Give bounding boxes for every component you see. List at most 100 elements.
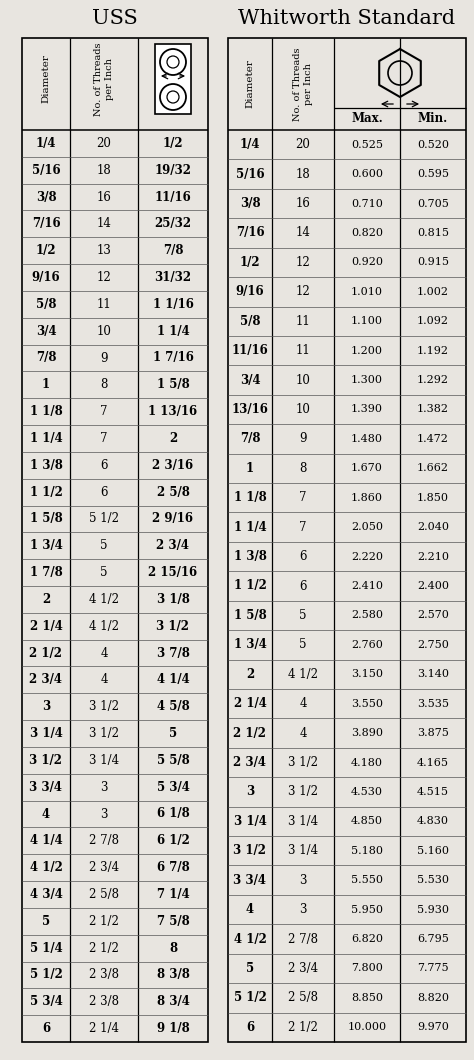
Text: 1: 1 xyxy=(246,462,254,475)
Text: 1.192: 1.192 xyxy=(417,346,449,356)
Text: 1 5/8: 1 5/8 xyxy=(156,378,190,391)
Text: 0.520: 0.520 xyxy=(417,140,449,149)
Bar xyxy=(228,38,466,1042)
Text: 3 1/4: 3 1/4 xyxy=(234,815,266,828)
Text: 3: 3 xyxy=(42,701,50,713)
Text: 3 1/4: 3 1/4 xyxy=(288,815,318,828)
Text: 1 5/8: 1 5/8 xyxy=(234,608,266,622)
Text: 8.820: 8.820 xyxy=(417,993,449,1003)
Text: 9/16: 9/16 xyxy=(236,285,264,298)
Text: 1/2: 1/2 xyxy=(36,244,56,258)
Text: 2 3/8: 2 3/8 xyxy=(89,995,119,1008)
Text: 1.390: 1.390 xyxy=(351,405,383,414)
Text: 7: 7 xyxy=(299,520,307,533)
Text: 7.775: 7.775 xyxy=(417,964,449,973)
Text: 12: 12 xyxy=(97,271,111,284)
Text: 5 1/2: 5 1/2 xyxy=(234,991,266,1005)
Text: 2 7/8: 2 7/8 xyxy=(89,834,119,847)
Text: 7.800: 7.800 xyxy=(351,964,383,973)
Text: 5.160: 5.160 xyxy=(417,846,449,855)
Text: 4: 4 xyxy=(246,903,254,916)
Text: 6 1/8: 6 1/8 xyxy=(156,808,190,820)
Text: Max.: Max. xyxy=(351,112,383,125)
Text: 1 3/8: 1 3/8 xyxy=(234,550,266,563)
Text: 2.750: 2.750 xyxy=(417,640,449,650)
Text: 6: 6 xyxy=(246,1021,254,1034)
Text: 8.850: 8.850 xyxy=(351,993,383,1003)
Text: 3 1/8: 3 1/8 xyxy=(156,593,190,606)
Text: 2 3/16: 2 3/16 xyxy=(153,459,193,472)
Text: 3 1/2: 3 1/2 xyxy=(234,844,266,858)
Text: 6: 6 xyxy=(100,485,108,498)
Text: 2: 2 xyxy=(246,668,254,681)
Text: 2 3/4: 2 3/4 xyxy=(156,540,190,552)
Text: 3/8: 3/8 xyxy=(36,191,56,204)
Text: 13: 13 xyxy=(97,244,111,258)
Text: 11: 11 xyxy=(296,315,310,328)
Text: 8: 8 xyxy=(299,462,307,475)
Text: 20: 20 xyxy=(296,138,310,152)
Text: 4 1/2: 4 1/2 xyxy=(29,861,63,874)
Text: 5: 5 xyxy=(100,566,108,579)
Text: 4.180: 4.180 xyxy=(351,758,383,767)
Text: 3 1/2: 3 1/2 xyxy=(89,727,119,740)
Text: No. of Threads
per Inch: No. of Threads per Inch xyxy=(94,42,114,116)
Text: 3: 3 xyxy=(100,808,108,820)
Text: 4.530: 4.530 xyxy=(351,787,383,797)
Text: 5 3/4: 5 3/4 xyxy=(29,995,63,1008)
Text: 3 1/2: 3 1/2 xyxy=(29,754,63,766)
Text: 2 1/4: 2 1/4 xyxy=(234,697,266,710)
Text: 2 5/8: 2 5/8 xyxy=(288,991,318,1005)
Text: 4 1/4: 4 1/4 xyxy=(29,834,63,847)
Text: 5 1/2: 5 1/2 xyxy=(89,512,119,526)
Text: 4: 4 xyxy=(100,673,108,687)
Text: 6: 6 xyxy=(299,580,307,593)
Text: 5.930: 5.930 xyxy=(417,904,449,915)
Text: 5.950: 5.950 xyxy=(351,904,383,915)
Text: 8: 8 xyxy=(100,378,108,391)
Text: 1/2: 1/2 xyxy=(163,137,183,149)
Text: 1 1/2: 1 1/2 xyxy=(234,580,266,593)
Text: 1.850: 1.850 xyxy=(417,493,449,502)
Text: 1 5/8: 1 5/8 xyxy=(29,512,63,526)
Text: 2 5/8: 2 5/8 xyxy=(89,888,119,901)
Text: 10: 10 xyxy=(97,324,111,338)
Text: 1: 1 xyxy=(42,378,50,391)
Text: 2.760: 2.760 xyxy=(351,640,383,650)
Text: 2.570: 2.570 xyxy=(417,611,449,620)
Text: 2.220: 2.220 xyxy=(351,551,383,562)
Text: 2 5/8: 2 5/8 xyxy=(156,485,190,498)
Text: 1.472: 1.472 xyxy=(417,434,449,444)
Text: 0.595: 0.595 xyxy=(417,170,449,179)
Text: 1/4: 1/4 xyxy=(36,137,56,149)
Text: 6: 6 xyxy=(299,550,307,563)
Text: 4.830: 4.830 xyxy=(417,816,449,827)
Text: 4: 4 xyxy=(299,697,307,710)
Text: 3: 3 xyxy=(299,903,307,916)
Text: 4.515: 4.515 xyxy=(417,787,449,797)
Text: 0.705: 0.705 xyxy=(417,198,449,209)
Text: 4 1/4: 4 1/4 xyxy=(156,673,190,687)
Text: 3.150: 3.150 xyxy=(351,669,383,679)
Text: 3/4: 3/4 xyxy=(36,324,56,338)
Text: 1.860: 1.860 xyxy=(351,493,383,502)
Text: 9/16: 9/16 xyxy=(32,271,60,284)
Text: 5 1/2: 5 1/2 xyxy=(29,969,63,982)
Text: 5.180: 5.180 xyxy=(351,846,383,855)
Text: 2 1/2: 2 1/2 xyxy=(234,726,266,740)
Text: 9 1/8: 9 1/8 xyxy=(156,1022,190,1035)
Text: 3/8: 3/8 xyxy=(240,197,260,210)
Text: 11/16: 11/16 xyxy=(232,344,268,357)
Text: 3 1/2: 3 1/2 xyxy=(89,701,119,713)
Text: 6: 6 xyxy=(42,1022,50,1035)
Text: 3 1/4: 3 1/4 xyxy=(89,754,119,766)
Text: 2 1/2: 2 1/2 xyxy=(89,915,119,928)
Text: 7/16: 7/16 xyxy=(32,217,60,230)
Text: 2 3/4: 2 3/4 xyxy=(89,861,119,874)
Text: Whitworth Standard: Whitworth Standard xyxy=(238,8,456,28)
Text: 7/8: 7/8 xyxy=(240,432,260,445)
Text: 31/32: 31/32 xyxy=(155,271,191,284)
Text: 4: 4 xyxy=(100,647,108,659)
Text: 2.410: 2.410 xyxy=(351,581,383,591)
Text: 9: 9 xyxy=(299,432,307,445)
